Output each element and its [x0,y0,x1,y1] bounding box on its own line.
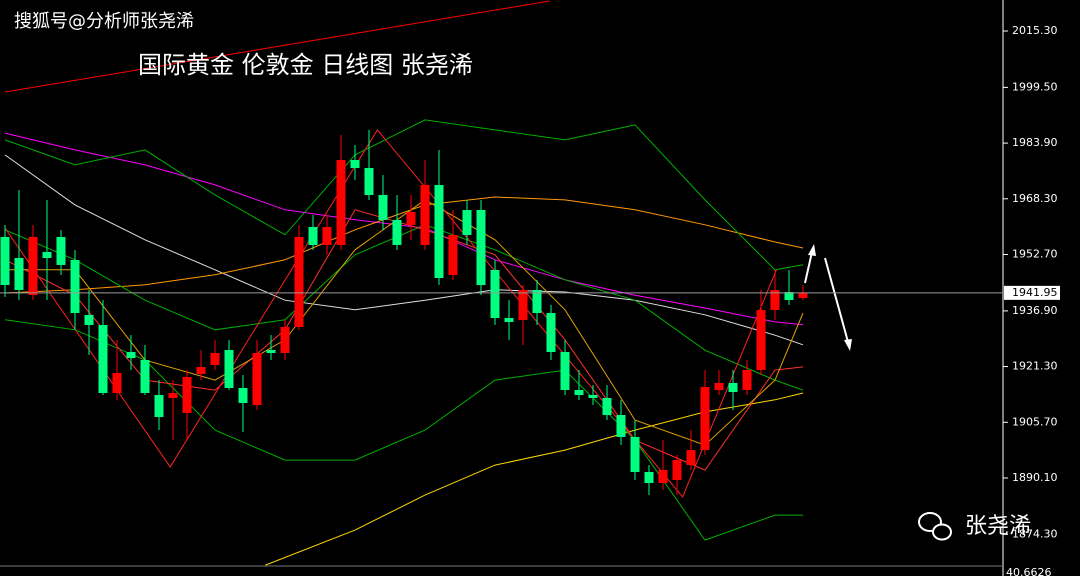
header: 搜狐号@分析师张尧浠 [14,11,194,32]
y-tick-label: 1921.30 [1012,360,1058,373]
candle-body [322,226,332,245]
candle-body [280,326,290,354]
subwindow-label: 40.6626 [1006,566,1052,576]
candle-body [588,394,598,398]
candle-body [406,211,416,225]
candle-body [658,470,668,483]
candle-body [336,160,346,245]
indicator-line [4,0,550,93]
candle-body [84,314,94,325]
candle-body [448,234,458,276]
candle-body [574,389,584,395]
candle-body [112,373,122,393]
candle-body [714,382,724,390]
candle-body [546,312,556,353]
candle-body [518,289,528,320]
candle-body [154,394,164,417]
last-price-tag [1004,285,1060,300]
y-tick-label: 2015.30 [1012,24,1058,37]
watermark: 张尧浠 [965,514,1031,539]
candle-body [798,292,808,298]
price-axis: 2015.30 1999.50 1983.90 1968.30 1952.70 1936.… [1003,24,1058,540]
y-tick-label: 1968.30 [1012,192,1058,205]
candle-body [532,289,542,313]
candle-body [602,397,612,415]
candle-body [672,460,682,480]
candle-body [756,309,766,371]
candle-body [434,185,444,279]
candles [0,129,808,495]
candle-body [700,386,710,451]
candle-body [504,317,514,322]
candle-body [742,370,752,390]
y-tick-label: 1890.10 [1012,471,1058,484]
candle-body [644,471,654,483]
candle-body [238,387,248,403]
candle-body [308,226,318,245]
arrow-up [804,244,816,284]
candle-body [266,350,276,354]
indicator-line [4,119,804,271]
watermark-icon [918,512,952,541]
candle-body [56,236,66,266]
candle-body [784,291,794,300]
arrow-down [824,257,852,351]
candle-body [294,236,304,327]
candle-body [28,236,38,295]
candle-body [686,450,696,466]
candle-body [462,209,472,235]
y-tick-label: 1983.90 [1012,136,1058,149]
candle-body [392,219,402,245]
candle-body [182,377,192,413]
candle-body [616,414,626,437]
y-tick-label: 1874.30 [1012,527,1058,540]
candle-body [630,436,640,472]
y-tick-label: 1999.50 [1012,80,1058,93]
candle-body [98,324,108,393]
candle-body [770,289,780,310]
candle-body [140,360,150,393]
candle-body [420,185,430,245]
candle-body [224,350,234,388]
candle-body [42,252,52,259]
candle-body [126,352,136,359]
candle-body [476,209,486,285]
candle-body [728,382,738,392]
y-tick-label: 1952.70 [1012,247,1058,260]
y-tick-label: 1905.70 [1012,415,1058,428]
candle-body [378,194,388,220]
candle-body [490,270,500,318]
candle-body [364,168,374,195]
candle-body [168,392,178,398]
candle-body [560,352,570,390]
candle-body [0,236,10,285]
candle-body [14,258,24,290]
candle-body [196,367,206,375]
candle-body [210,353,220,366]
candle-body [70,260,80,313]
y-tick-label: 1936.90 [1012,304,1058,317]
indicator-line [4,154,804,346]
candle-body [252,353,262,405]
candle-body [350,160,360,169]
last-price-label: 1941.95 [1012,286,1058,299]
chart-title: 国际黄金 伦敦金 日线图 张尧浠 [138,51,473,79]
